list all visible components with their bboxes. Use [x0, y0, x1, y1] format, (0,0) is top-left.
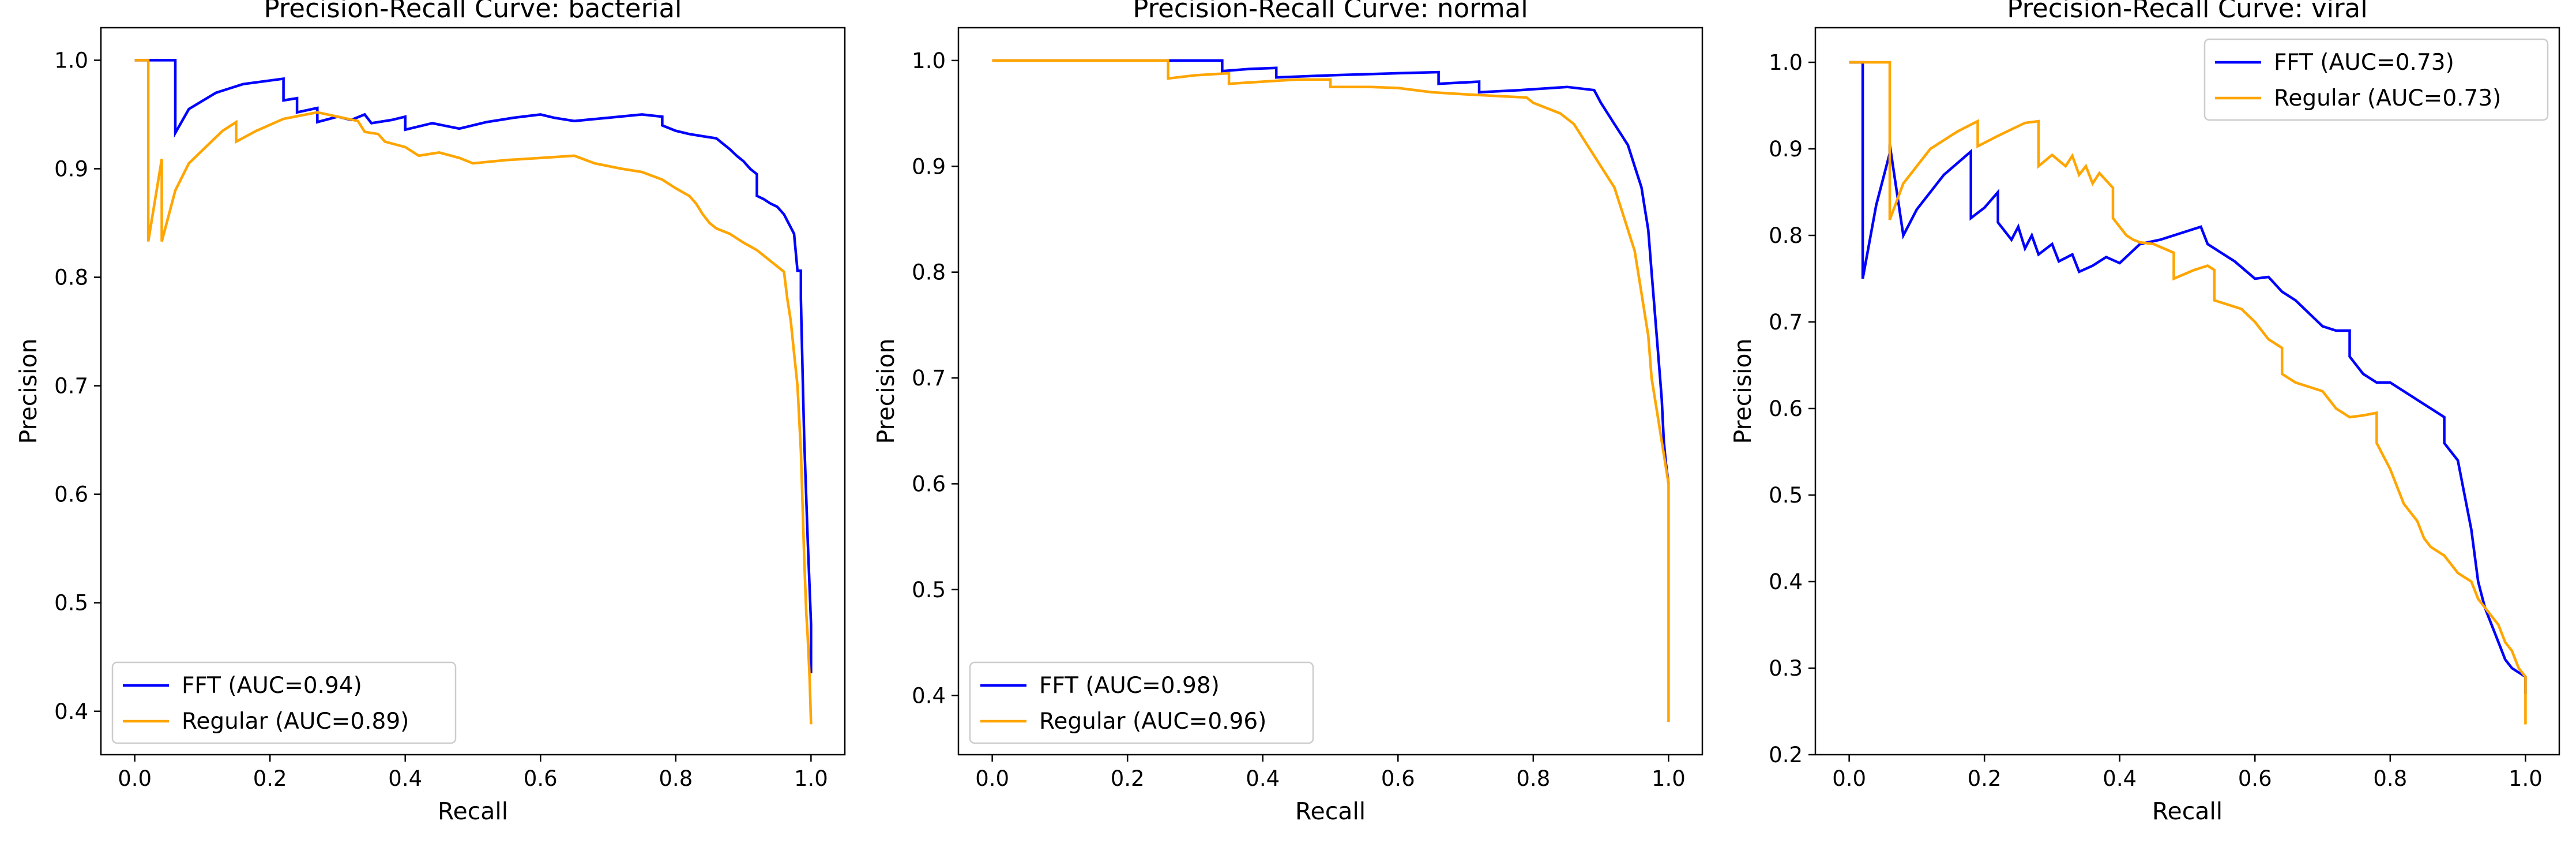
y-tick-label: 0.8: [912, 260, 946, 285]
series-line-regular: [992, 59, 1670, 722]
series-line-fft: [1849, 61, 2527, 694]
y-tick-label: 1.0: [54, 48, 88, 73]
y-axis-label: Precision: [872, 339, 900, 444]
legend-label-regular: Regular (AUC=0.96): [1039, 709, 1266, 734]
x-tick-label: 0.4: [1246, 766, 1280, 791]
y-tick-label: 0.6: [54, 482, 88, 507]
legend-label-fft: FFT (AUC=0.94): [182, 673, 362, 699]
y-tick-label: 0.5: [1769, 483, 1803, 508]
legend-box: [111, 661, 457, 744]
x-tick-label: 0.8: [659, 766, 693, 791]
x-tick-label: 1.0: [1652, 766, 1686, 791]
legend-box: [969, 661, 1314, 744]
x-tick-label: 0.6: [1381, 766, 1415, 791]
x-tick-label: 0.0: [118, 766, 152, 791]
y-axis-label: Precision: [1729, 339, 1757, 444]
axes-frame: [1814, 27, 2560, 756]
y-tick-label: 0.7: [912, 366, 946, 391]
legend: FFT (AUC=0.73) Regular (AUC=0.73): [2203, 38, 2549, 121]
y-tick-label: 0.5: [54, 591, 88, 616]
x-tick-label: 0.2: [1111, 766, 1145, 791]
x-tick-label: 0.0: [975, 766, 1009, 791]
y-tick-label: 0.6: [1769, 396, 1803, 421]
x-tick-label: 0.4: [2103, 766, 2137, 791]
y-tick-label: 1.0: [1769, 50, 1803, 75]
y-axis-label: Precision: [14, 339, 42, 444]
x-tick-label: 1.0: [794, 766, 828, 791]
x-tick-label: 0.6: [524, 766, 558, 791]
y-tick-label: 0.9: [1769, 137, 1803, 162]
chart-title: Precision-Recall Curve: bacterial: [264, 0, 682, 24]
legend-label-fft: FFT (AUC=0.98): [1039, 673, 1220, 699]
legend-label-regular: Regular (AUC=0.89): [182, 709, 409, 734]
x-tick-label: 0.2: [1968, 766, 2002, 791]
y-tick-label: 0.3: [1769, 656, 1803, 681]
legend: FFT (AUC=0.98) Regular (AUC=0.96): [969, 661, 1314, 744]
legend-label-regular: Regular (AUC=0.73): [2274, 85, 2501, 111]
x-axis-label: Recall: [2152, 797, 2222, 825]
y-tick-label: 1.0: [912, 48, 946, 73]
x-tick-label: 0.2: [253, 766, 287, 791]
y-tick-label: 0.6: [912, 471, 946, 496]
x-tick-label: 0.4: [388, 766, 422, 791]
y-tick-label: 0.7: [1769, 310, 1803, 335]
y-tick-label: 0.8: [54, 265, 88, 290]
series-line-fft: [992, 59, 1670, 484]
x-axis-label: Recall: [438, 797, 508, 825]
x-tick-label: 0.0: [1832, 766, 1866, 791]
y-tick-label: 0.5: [912, 578, 946, 602]
legend: FFT (AUC=0.94) Regular (AUC=0.89): [111, 661, 457, 744]
axes-frame: [957, 27, 1703, 756]
x-tick-label: 0.8: [1516, 766, 1550, 791]
axes-frame: [100, 27, 846, 756]
y-tick-label: 0.9: [54, 156, 88, 181]
series-line-regular: [134, 59, 813, 725]
x-axis-label: Recall: [1295, 797, 1366, 825]
chart-title: Precision-Recall Curve: viral: [2007, 0, 2368, 24]
y-tick-label: 0.4: [1769, 569, 1803, 594]
chart-title: Precision-Recall Curve: normal: [1133, 0, 1528, 24]
legend-box: [2203, 38, 2549, 121]
y-tick-label: 0.4: [54, 699, 88, 724]
x-tick-label: 0.6: [2238, 766, 2272, 791]
y-tick-label: 0.4: [912, 683, 946, 708]
y-tick-label: 0.8: [1769, 223, 1803, 248]
x-tick-label: 0.8: [2373, 766, 2407, 791]
x-tick-label: 1.0: [2509, 766, 2543, 791]
series-line-fft: [134, 59, 813, 673]
y-tick-label: 0.7: [54, 374, 88, 399]
chart-panel-2: Precision-Recall Curve: viral 0.0 0.2 0.4 0.…: [1729, 0, 2560, 825]
chart-panel-1: Precision-Recall Curve: normal 0.0 0.2 0.4 0…: [872, 0, 1703, 825]
chart-panel-0: Precision-Recall Curve: bacterial 0.0 0.2 0…: [14, 0, 846, 825]
legend-label-fft: FFT (AUC=0.73): [2274, 50, 2454, 76]
series-line-regular: [1849, 61, 2527, 725]
y-tick-label: 0.2: [1769, 743, 1803, 767]
y-tick-label: 0.9: [912, 154, 946, 179]
